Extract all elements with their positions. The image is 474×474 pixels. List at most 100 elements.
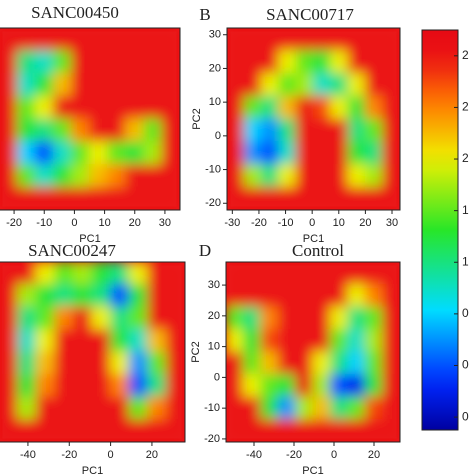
- heatmap-cell: [313, 186, 332, 210]
- heatmap-cell: [125, 73, 145, 97]
- heatmap-cell: [261, 164, 280, 188]
- heatmap-cell: [128, 262, 149, 285]
- heatmap-cell: [364, 329, 384, 353]
- x-axis-label: PC1: [79, 233, 100, 245]
- heatmap-cell: [110, 419, 130, 442]
- heatmap-cell: [277, 419, 297, 442]
- heatmap-cell: [261, 141, 280, 165]
- heatmap-cell: [17, 306, 37, 330]
- y-tick-label: -10: [205, 163, 221, 175]
- heatmap-cell: [16, 95, 36, 120]
- heatmap-cell: [161, 164, 180, 188]
- heatmap-cell: [34, 118, 54, 143]
- heatmap-cell: [364, 141, 384, 165]
- heatmap-cell: [364, 164, 384, 188]
- heatmap-cell: [329, 284, 349, 308]
- heatmap-cell: [382, 306, 400, 330]
- y-axis-label: PC2: [191, 108, 203, 129]
- x-axis-label: PC1: [302, 465, 323, 474]
- heatmap-cell: [35, 329, 56, 353]
- heatmap-cell: [70, 186, 90, 210]
- heatmap-cell: [0, 73, 18, 97]
- heatmap-cell: [243, 28, 263, 52]
- heatmap-cell: [347, 141, 366, 165]
- heatmap-cell: [295, 419, 314, 442]
- heatmap-cell: [35, 306, 56, 330]
- colorbar-tick-label: 0: [462, 306, 469, 320]
- heatmap-cell: [17, 284, 37, 308]
- heatmap-cell: [312, 329, 331, 353]
- heatmap-cell: [0, 396, 19, 420]
- heatmap-cell: [16, 73, 36, 97]
- heatmap-cell: [52, 118, 72, 143]
- heatmap-cell: [227, 164, 245, 188]
- heatmap-cell: [54, 374, 74, 398]
- plot-frame: [225, 261, 401, 443]
- heatmap-cell: [54, 306, 74, 330]
- heatmap-cell: [128, 329, 149, 353]
- y-axis-label: PC2: [190, 341, 202, 362]
- heatmap-cell: [52, 164, 72, 188]
- heatmap-cell: [226, 284, 244, 308]
- heatmap-cell: [382, 186, 400, 210]
- heatmap-cell: [227, 141, 245, 165]
- heatmap-cell: [143, 50, 163, 74]
- panel-label: D: [199, 241, 211, 260]
- heatmap-cell: [89, 95, 109, 120]
- heatmap-cell: [242, 351, 262, 375]
- heatmap-cell: [382, 50, 400, 74]
- x-tick-label: 0: [108, 449, 114, 461]
- x-tick-label: -10: [36, 217, 52, 229]
- heatmap-cell: [70, 95, 90, 120]
- colorbar: [421, 29, 459, 431]
- heatmap-cell: [143, 186, 163, 210]
- heatmap-cell: [107, 28, 127, 52]
- heatmap-cell: [313, 50, 332, 74]
- heatmap-cell: [17, 329, 37, 353]
- heatmap-cell: [227, 50, 245, 74]
- heatmap-cell: [278, 186, 297, 210]
- heatmap-cell: [35, 396, 56, 420]
- plot-area: [227, 28, 400, 210]
- chart-title: SANC00450: [31, 3, 119, 22]
- heatmap-cell: [107, 164, 127, 188]
- heatmap-cell: [227, 73, 245, 97]
- heatmap-cell: [91, 419, 112, 442]
- heatmap-cell: [161, 186, 180, 210]
- heatmap-cell: [295, 284, 314, 308]
- x-tick-label: -40: [20, 449, 36, 461]
- heatmap-cell: [34, 186, 54, 210]
- x-tick-label: -20: [286, 449, 302, 461]
- x-tick-label: -30: [224, 217, 240, 229]
- plot-frame: [226, 27, 401, 211]
- heatmap-cell: [364, 186, 384, 210]
- heatmap-cell: [91, 262, 112, 285]
- x-tick-label: -20: [251, 217, 267, 229]
- heatmap-cell: [17, 419, 37, 442]
- heatmap-cell: [34, 164, 54, 188]
- heatmap-cell: [330, 186, 349, 210]
- heatmap-cell: [0, 186, 18, 210]
- heatmap-cell: [165, 329, 185, 353]
- heatmap-cell: [382, 73, 400, 97]
- heatmap-cell: [347, 50, 366, 74]
- x-tick-label: 20: [129, 217, 141, 229]
- heatmap-cell: [364, 396, 384, 420]
- heatmap-cell: [165, 306, 185, 330]
- heatmap-cell: [382, 262, 400, 285]
- heatmap-cell: [165, 351, 185, 375]
- heatmap-cell: [278, 95, 297, 120]
- heatmap-cell: [278, 28, 297, 52]
- y-tick-label: 30: [209, 29, 221, 41]
- plot-frame: [0, 27, 181, 211]
- heatmap-cell: [313, 141, 332, 165]
- heatmap-cell: [107, 95, 127, 120]
- heatmap-cell: [128, 419, 149, 442]
- heatmap-cell: [312, 351, 331, 375]
- heatmap-cell: [313, 73, 332, 97]
- heatmap-cell: [329, 419, 349, 442]
- y-tick-label: 20: [209, 62, 221, 74]
- heatmap-cell: [260, 284, 279, 308]
- heatmap-cell: [261, 28, 280, 52]
- heatmap-cell: [0, 419, 19, 442]
